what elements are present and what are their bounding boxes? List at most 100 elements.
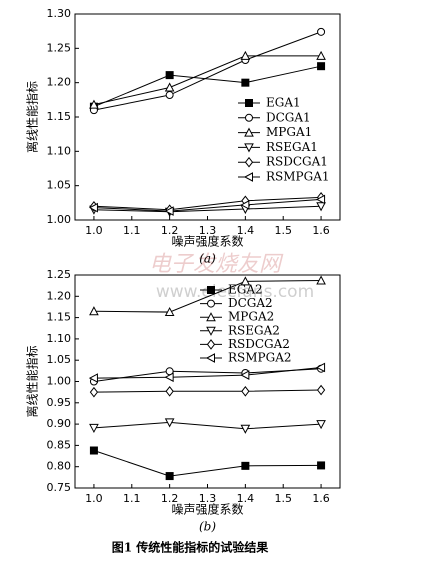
- x-tick-label: 1.0: [85, 492, 103, 505]
- marker: [316, 362, 326, 373]
- x-tick-label: 1.5: [274, 492, 292, 505]
- series-line: [93, 198, 322, 212]
- x-tick-label: 1.6: [312, 492, 330, 505]
- y-tick-label: 0.90: [47, 417, 72, 430]
- series-line: [93, 421, 322, 430]
- marker: [317, 27, 326, 36]
- marker: [165, 71, 174, 80]
- series-line: [93, 366, 322, 379]
- marker: [164, 418, 175, 428]
- legend-marker: [206, 326, 216, 336]
- legend-marker: [244, 127, 254, 137]
- marker: [316, 50, 326, 60]
- y-tick-label: 1.00: [47, 213, 72, 226]
- y-tick-label: 1.15: [47, 311, 72, 324]
- marker: [240, 200, 250, 210]
- x-tick-label: 1.3: [199, 224, 217, 237]
- y-tick-label: 0.75: [47, 481, 72, 494]
- legend-label: RSEGA2: [228, 323, 280, 337]
- subtitle: (b): [199, 520, 216, 534]
- marker: [89, 423, 99, 433]
- marker: [240, 50, 251, 60]
- y-tick-label: 0.80: [47, 460, 72, 473]
- marker: [88, 373, 98, 383]
- series-line: [93, 205, 322, 213]
- marker: [241, 385, 250, 397]
- marker: [88, 202, 98, 213]
- x-tick-label: 1.4: [237, 224, 255, 237]
- legend-label: EGA1: [266, 96, 301, 110]
- marker: [241, 78, 250, 87]
- series-line: [93, 280, 322, 313]
- x-axis-label: 噪声强度系数: [171, 502, 243, 517]
- figure-caption: 图1 传统性能指标的试验结果: [112, 540, 269, 555]
- legend-label: RSEGA1: [266, 140, 318, 154]
- y-tick-label: 1.00: [47, 375, 72, 388]
- legend-marker: [205, 353, 215, 363]
- y-tick-label: 0.95: [47, 396, 72, 409]
- marker: [316, 384, 326, 396]
- legend-label: RSMPGA1: [266, 170, 330, 184]
- x-tick-label: 1.1: [123, 224, 141, 237]
- marker: [316, 420, 326, 430]
- legend-label: MPGA2: [228, 310, 274, 324]
- series-line: [93, 196, 322, 211]
- x-tick-label: 1.2: [161, 492, 179, 505]
- legend-label: RSMPGA2: [228, 351, 292, 365]
- y-axis-label: 离线性能指标: [25, 81, 40, 153]
- legend-marker: [243, 172, 253, 182]
- legend-label: DCGA2: [228, 296, 273, 310]
- legend-marker: [245, 99, 253, 107]
- y-tick-label: 1.30: [47, 7, 72, 20]
- y-tick-label: 1.15: [47, 110, 72, 123]
- x-axis-label: 噪声强度系数: [171, 234, 243, 249]
- legend-label: RSDCGA2: [228, 337, 290, 351]
- legend-marker: [244, 143, 254, 153]
- y-tick-label: 1.10: [47, 332, 72, 345]
- legend-marker: [244, 156, 254, 168]
- marker: [89, 99, 99, 109]
- marker: [165, 91, 174, 100]
- legend-marker: [206, 339, 216, 350]
- watermark: www.elecfans.com: [156, 282, 314, 302]
- y-tick-label: 0.85: [47, 438, 72, 451]
- x-tick-label: 1.2: [161, 224, 179, 237]
- y-tick-label: 1.05: [47, 353, 72, 366]
- legend-marker: [207, 286, 215, 294]
- series-line: [93, 55, 322, 106]
- x-tick-label: 1.1: [123, 492, 141, 505]
- marker: [316, 275, 326, 285]
- legend-label: RSDCGA1: [266, 155, 328, 169]
- y-axis-label: 离线性能指标: [25, 345, 40, 417]
- marker: [89, 306, 99, 316]
- y-tick-label: 1.05: [47, 179, 72, 192]
- legend-marker: [206, 312, 216, 322]
- marker: [164, 206, 174, 216]
- marker: [164, 82, 175, 92]
- plot-frame: [74, 274, 341, 489]
- marker: [165, 385, 174, 397]
- y-tick-label: 1.20: [47, 289, 72, 302]
- x-tick-label: 1.0: [85, 224, 103, 237]
- watermark: 电子发烧友网: [149, 252, 284, 277]
- marker: [241, 461, 250, 470]
- legend-marker: [207, 299, 215, 308]
- x-tick-label: 1.6: [312, 224, 330, 237]
- marker: [164, 306, 175, 317]
- marker: [317, 461, 326, 470]
- marker: [316, 194, 326, 205]
- y-tick-label: 1.25: [47, 268, 72, 281]
- series-line: [93, 31, 322, 111]
- legend-label: MPGA1: [266, 125, 312, 139]
- marker: [316, 202, 326, 212]
- y-tick-label: 1.20: [47, 76, 72, 89]
- marker: [317, 62, 326, 71]
- subtitle: (a): [199, 252, 216, 266]
- marker: [164, 372, 174, 383]
- legend-label: EGA2: [228, 283, 263, 297]
- series-line: [93, 389, 322, 393]
- legend-label: DCGA1: [266, 110, 311, 124]
- marker: [89, 386, 99, 398]
- marker: [240, 424, 251, 434]
